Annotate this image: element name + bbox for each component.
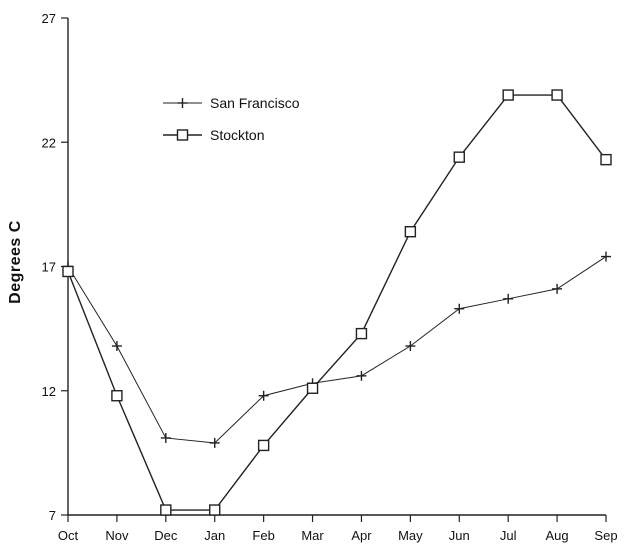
x-tick-label: Sep — [594, 528, 617, 543]
san-francisco-point — [356, 370, 367, 381]
stockton-point — [453, 151, 465, 163]
stockton-line — [67, 94, 607, 511]
y-axis-ticks: 7 12 17 22 27 — [42, 11, 68, 523]
san-francisco-point — [454, 303, 465, 314]
stockton-point — [160, 504, 172, 516]
y-tick-label: 22 — [42, 135, 56, 150]
san-francisco-point — [503, 293, 514, 304]
y-tick-label: 17 — [42, 260, 56, 275]
chart-legend: San Francisco Stockton — [163, 95, 300, 143]
stockton-point — [355, 327, 368, 340]
legend-label: San Francisco — [210, 95, 300, 111]
san-francisco-point — [160, 432, 171, 443]
x-tick-label: Nov — [105, 528, 129, 543]
legend-item-stockton: Stockton — [163, 127, 264, 143]
x-tick-label: Jul — [500, 528, 517, 543]
x-tick-label: Jan — [204, 528, 225, 543]
san-francisco-point — [258, 390, 269, 401]
stockton-point — [257, 439, 270, 452]
stockton-point — [551, 89, 563, 101]
x-axis-ticks: Oct Nov Dec Jan Feb Mar Apr May Jun Jul Aug Sep — [58, 515, 618, 543]
legend-label: Stockton — [210, 127, 264, 143]
series-layer — [62, 89, 612, 516]
y-tick-label: 27 — [42, 11, 56, 26]
stockton-point — [404, 226, 417, 238]
san-francisco-point — [209, 437, 220, 448]
x-tick-label: Mar — [301, 528, 324, 543]
san-francisco-point — [601, 251, 611, 262]
san-francisco-series — [63, 251, 611, 448]
stockton-point — [176, 129, 189, 141]
stockton-point — [111, 390, 123, 402]
stockton-point — [306, 382, 319, 394]
x-tick-label: May — [398, 528, 423, 543]
y-tick-label: 7 — [49, 508, 56, 523]
san-francisco-point — [177, 98, 188, 108]
san-francisco-point — [111, 341, 122, 352]
stockton-series — [62, 89, 612, 516]
stockton-point — [502, 89, 514, 101]
x-tick-label: Jun — [449, 528, 470, 543]
san-francisco-line — [67, 256, 607, 444]
legend-item-san-francisco: San Francisco — [163, 95, 300, 111]
x-tick-label: Feb — [252, 528, 274, 543]
x-tick-label: Aug — [546, 528, 569, 543]
chart-axes — [67, 18, 606, 516]
y-axis-label: Degrees C — [7, 220, 24, 304]
y-tick-label: 12 — [42, 384, 56, 399]
x-tick-label: Oct — [58, 528, 79, 543]
stockton-point — [62, 265, 74, 278]
san-francisco-point — [405, 341, 416, 352]
stockton-point — [209, 504, 221, 516]
x-tick-label: Apr — [351, 528, 372, 543]
stockton-point — [600, 153, 612, 166]
san-francisco-point — [552, 283, 563, 294]
x-tick-label: Dec — [154, 528, 178, 543]
